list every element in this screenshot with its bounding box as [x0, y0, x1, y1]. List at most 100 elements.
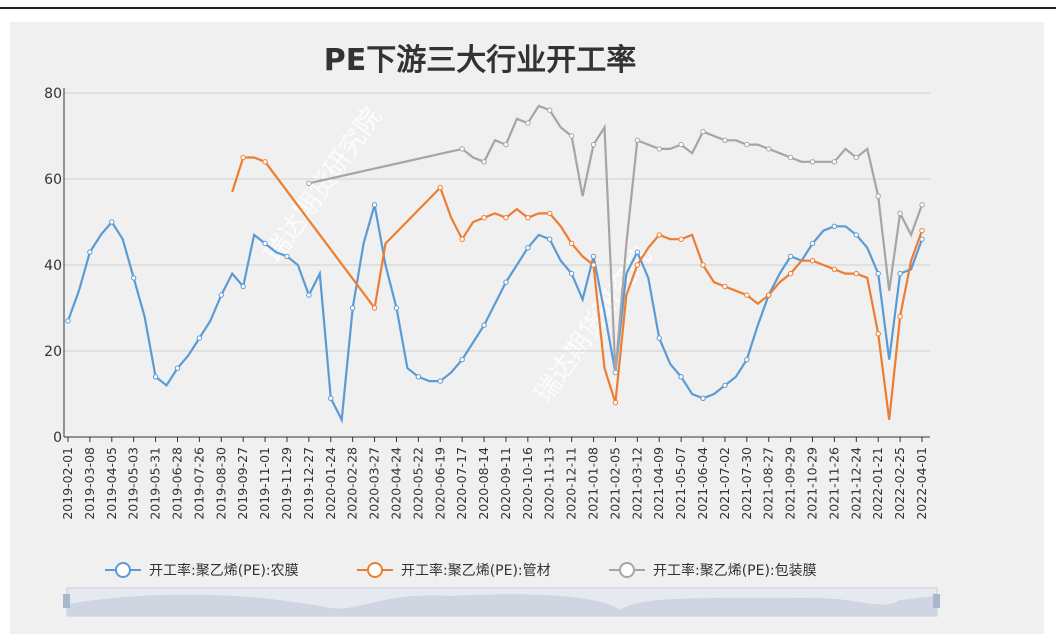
point	[481, 322, 487, 328]
point	[787, 154, 794, 161]
x-tick-label: 2022-02-25	[892, 447, 907, 520]
x-tick-label: 2021-05-07	[673, 447, 688, 520]
point	[634, 137, 641, 144]
point	[634, 262, 641, 268]
x-tick-label: 2021-01-08	[586, 447, 601, 520]
point	[503, 279, 509, 285]
point	[459, 356, 465, 363]
x-tick-label: 2019-09-27	[235, 447, 250, 520]
point	[722, 382, 728, 389]
point	[371, 202, 378, 208]
x-tick-label: 2020-08-14	[476, 447, 491, 520]
x-tick-label: 2021-07-02	[717, 447, 732, 520]
point	[437, 378, 443, 384]
point	[766, 292, 772, 298]
x-tick-label: 2021-08-27	[761, 447, 776, 520]
x-tick-label: 2020-07-17	[454, 447, 469, 520]
point	[328, 395, 334, 401]
point	[634, 249, 641, 255]
chart-title: PE下游三大行业开工率	[324, 43, 636, 78]
x-tick-label: 2021-03-12	[629, 447, 644, 520]
point	[262, 159, 268, 165]
series-line	[231, 156, 924, 420]
point	[415, 374, 422, 380]
point	[722, 283, 728, 290]
point	[700, 395, 706, 401]
point	[875, 270, 881, 277]
zoom-handle[interactable]	[933, 594, 940, 608]
point	[656, 146, 662, 152]
point	[744, 356, 750, 363]
point	[459, 236, 465, 242]
point	[590, 141, 597, 148]
point	[875, 331, 881, 337]
series-line	[66, 204, 924, 424]
point	[853, 270, 860, 277]
x-tick-label: 2020-01-24	[323, 447, 338, 520]
x-tick-label: 2019-05-03	[126, 447, 141, 520]
point	[525, 215, 531, 221]
x-tick-label: 2020-11-13	[542, 447, 557, 520]
point	[919, 227, 925, 234]
x-tick-label: 2021-10-29	[805, 447, 820, 520]
point	[481, 215, 487, 221]
point	[656, 335, 662, 341]
x-tick-label: 2021-07-30	[739, 447, 754, 520]
legend-marker	[619, 562, 635, 578]
point	[240, 283, 246, 290]
x-tick-label: 2020-05-22	[410, 447, 425, 520]
point	[897, 313, 903, 320]
zoom-preview	[67, 594, 937, 616]
point	[306, 180, 312, 187]
zoom-handle[interactable]	[63, 594, 70, 608]
y-tick-label: 40	[44, 258, 62, 274]
x-tick-label: 2019-12-27	[301, 447, 316, 520]
point	[130, 275, 137, 281]
point	[525, 120, 531, 126]
x-tick-label: 2020-03-27	[367, 447, 382, 520]
point	[897, 210, 903, 217]
point	[612, 369, 619, 376]
point	[547, 107, 553, 113]
point	[174, 365, 181, 371]
point	[787, 270, 794, 277]
x-tick-label: 2019-11-29	[279, 447, 294, 520]
legend-label: 开工率:聚乙烯(PE):包装膜	[653, 562, 817, 579]
point	[218, 292, 224, 298]
point	[744, 141, 750, 148]
point	[590, 262, 597, 268]
point	[853, 154, 860, 161]
point	[525, 245, 531, 251]
y-tick-label: 0	[53, 430, 62, 446]
x-tick-label: 2020-10-16	[520, 447, 535, 520]
x-tick-label: 2019-04-05	[104, 447, 119, 520]
point	[109, 219, 115, 225]
point	[853, 232, 860, 238]
x-tick-label: 2019-03-08	[82, 447, 97, 520]
point	[831, 223, 838, 230]
point	[590, 253, 597, 260]
point	[678, 141, 684, 148]
point	[700, 262, 706, 268]
point	[306, 292, 312, 298]
legend-marker	[367, 562, 383, 578]
point	[284, 253, 290, 260]
point	[262, 240, 268, 247]
series-line	[308, 104, 924, 373]
point	[897, 270, 903, 277]
x-tick-label: 2020-09-11	[498, 447, 513, 520]
point	[678, 374, 684, 380]
y-tick-label: 20	[44, 344, 62, 360]
point	[809, 159, 816, 165]
x-tick-label: 2022-01-21	[870, 447, 885, 520]
x-tick-label: 2020-04-24	[388, 447, 403, 520]
x-tick-label: 2019-02-01	[60, 447, 75, 520]
point	[437, 184, 443, 191]
point	[831, 159, 838, 165]
point	[503, 141, 509, 148]
x-tick-label: 2019-06-28	[169, 447, 184, 520]
plot: 0 20 40 60 80 2019-02-01 2019-03-08 2019-04-05 2…	[44, 86, 930, 579]
point	[919, 202, 925, 208]
point	[65, 318, 71, 324]
